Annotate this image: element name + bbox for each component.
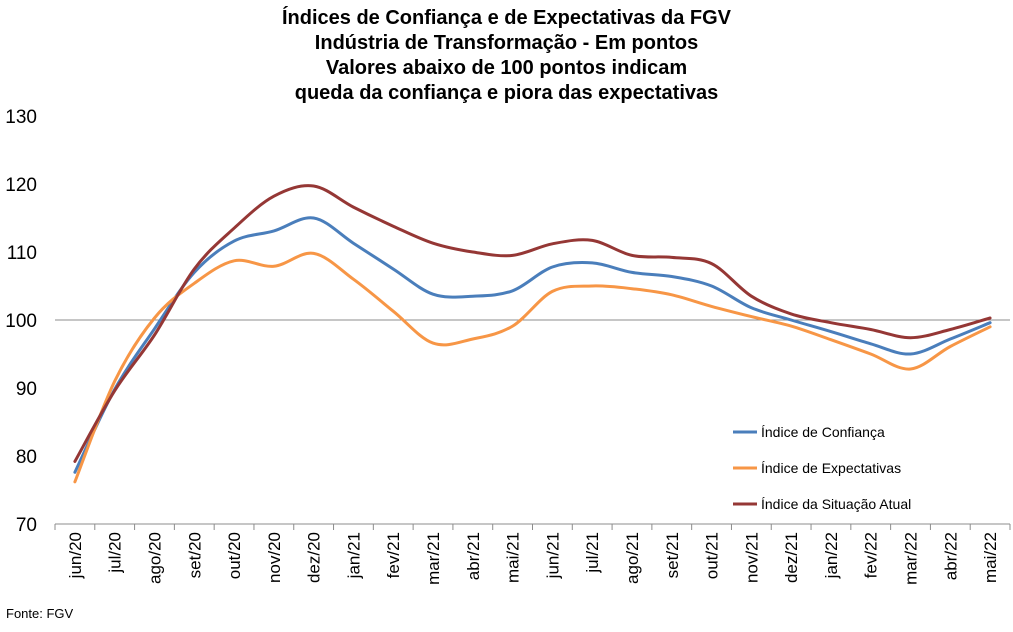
y-tick-label: 70 (16, 515, 37, 536)
x-tick-label: fev/21 (384, 532, 403, 578)
x-tick-label: jul/20 (106, 532, 125, 574)
x-tick-label: nov/20 (265, 532, 284, 583)
y-tick-label: 110 (7, 243, 37, 264)
x-tick-label: mai/21 (504, 532, 523, 583)
y-tick-label: 90 (16, 379, 37, 400)
x-tick-label: dez/20 (305, 532, 324, 583)
x-tick-label: jul/21 (583, 532, 602, 574)
source-note: Fonte: FGV (6, 606, 74, 621)
chart-title-line-4: queda da confiança e piora das expectati… (294, 82, 719, 104)
x-tick-label: fev/22 (862, 532, 881, 578)
legend-label: Índice de Confiança (761, 424, 885, 440)
x-tick-label: jan/21 (344, 532, 363, 579)
x-tick-label: mai/22 (981, 532, 1000, 583)
x-tick-label: mar/22 (902, 532, 921, 585)
y-tick-label: 130 (5, 107, 37, 128)
y-tick-label: 120 (5, 175, 37, 196)
y-tick-label: 100 (5, 311, 37, 332)
chart-title-line-1: Índices de Confiança e de Expectativas d… (281, 7, 732, 29)
x-tick-label: mar/21 (424, 532, 443, 585)
legend-label: Índice de Expectativas (761, 460, 901, 476)
x-tick-label: nov/21 (742, 532, 761, 583)
x-tick-label: ago/20 (145, 532, 164, 584)
x-tick-label: set/21 (663, 532, 682, 578)
series-line-indice-da-situacao-atual (73, 184, 992, 463)
x-tick-label: dez/21 (782, 532, 801, 583)
series-line-indice-de-confianca (73, 216, 992, 474)
chart-title-line-3: Valores abaixo de 100 pontos indicam (325, 57, 688, 79)
x-tick-label: jan/22 (822, 532, 841, 579)
x-tick-label: abr/21 (464, 532, 483, 580)
y-tick-label: 80 (16, 447, 37, 468)
x-tick-label: jun/20 (66, 532, 85, 579)
x-tick-label: set/20 (185, 532, 204, 578)
x-tick-label: jun/21 (543, 532, 562, 579)
legend-label: Índice da Situação Atual (761, 496, 911, 512)
x-tick-label: abr/22 (941, 532, 960, 580)
chart-title: Índices de Confiança e de Expectativas d… (0, 6, 1013, 106)
x-tick-label: out/21 (703, 532, 722, 579)
chart-title-line-2: Indústria de Transformação - Em pontos (314, 32, 699, 54)
series-line-indice-de-expectativas (73, 251, 992, 484)
x-tick-label: ago/21 (623, 532, 642, 584)
x-tick-label: out/20 (225, 532, 244, 579)
